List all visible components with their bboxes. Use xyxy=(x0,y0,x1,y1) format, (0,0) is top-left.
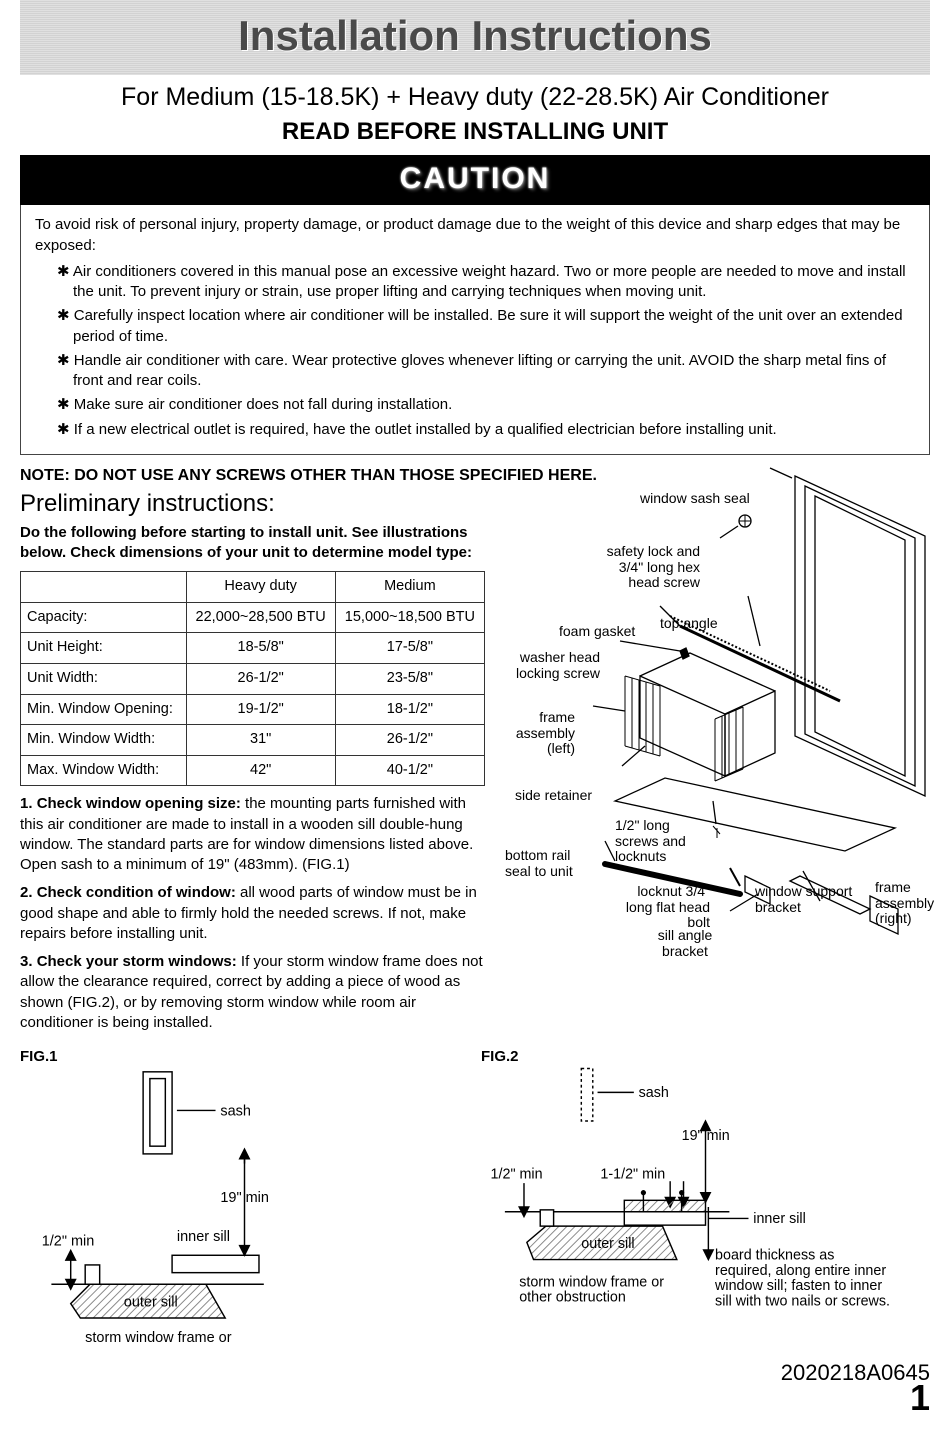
spec-header xyxy=(21,572,187,603)
svg-text:window sill; fasten to inner: window sill; fasten to inner xyxy=(714,1278,882,1294)
fig1-label: FIG.1 xyxy=(20,1047,469,1067)
svg-text:1/2" min: 1/2" min xyxy=(491,1167,543,1183)
page-number: 1 xyxy=(20,1387,930,1409)
caution-item: If a new electrical outlet is required, … xyxy=(57,420,915,440)
spec-cell: 18-1/2" xyxy=(335,694,484,725)
spec-cell: 42" xyxy=(186,755,335,786)
main-diagram-svg xyxy=(520,456,940,996)
spec-cell: Unit Height: xyxy=(21,633,187,664)
svg-text:sash: sash xyxy=(639,1085,669,1101)
preliminary-heading: Preliminary instructions: xyxy=(20,488,485,520)
svg-text:other obstruction: other obstruction xyxy=(519,1290,626,1306)
step-head: Check window opening size: xyxy=(37,795,241,812)
step-num: 2. xyxy=(20,884,33,901)
spec-table: Heavy duty Medium Capacity:22,000~28,500… xyxy=(20,571,485,786)
caution-list: Air conditioners covered in this manual … xyxy=(35,262,915,440)
caution-item: Air conditioners covered in this manual … xyxy=(57,262,915,303)
spec-cell: 26-1/2" xyxy=(335,725,484,756)
spec-cell: Capacity: xyxy=(21,602,187,633)
svg-text:storm window frame or: storm window frame or xyxy=(519,1275,664,1291)
fig1-sash: sash xyxy=(220,1104,251,1120)
svg-text:outer sill: outer sill xyxy=(581,1236,634,1252)
main-diagram: window sash seal safety lock and 3/4" lo… xyxy=(505,486,930,1026)
svg-text:storm window frame or: storm window frame or xyxy=(85,1330,232,1346)
spec-header: Medium xyxy=(335,572,484,603)
svg-text:required, along entire inner: required, along entire inner xyxy=(715,1263,886,1279)
svg-text:inner sill: inner sill xyxy=(177,1229,230,1245)
spec-cell: 17-5/8" xyxy=(335,633,484,664)
fig1-svg: sash 19" min inner sill 1/2" min xyxy=(20,1067,469,1347)
svg-text:outer sill: outer sill xyxy=(124,1295,178,1311)
spec-cell: Min. Window Width: xyxy=(21,725,187,756)
subtitle: For Medium (15-18.5K) + Heavy duty (22-2… xyxy=(20,81,930,115)
caution-box: To avoid risk of personal injury, proper… xyxy=(20,205,930,455)
step-num: 1. xyxy=(20,795,33,812)
spec-cell: 15,000~18,500 BTU xyxy=(335,602,484,633)
svg-text:1/2" min: 1/2" min xyxy=(42,1234,95,1250)
caution-item: Handle air conditioner with care. Wear p… xyxy=(57,351,915,392)
read-before: READ BEFORE INSTALLING UNIT xyxy=(20,116,930,148)
spec-cell: Unit Width: xyxy=(21,664,187,695)
spec-cell: Min. Window Opening: xyxy=(21,694,187,725)
svg-text:sill with two nails or screws.: sill with two nails or screws. xyxy=(715,1294,890,1310)
fig1: FIG.1 sash 1 xyxy=(20,1047,469,1354)
caution-item: Make sure air conditioner does not fall … xyxy=(57,395,915,415)
fig2-label: FIG.2 xyxy=(481,1047,930,1067)
svg-text:board thickness as: board thickness as xyxy=(715,1248,834,1264)
spec-header: Heavy duty xyxy=(186,572,335,603)
part-number: 2020218A0645 xyxy=(20,1358,930,1388)
spec-cell: 23-5/8" xyxy=(335,664,484,695)
step-num: 3. xyxy=(20,953,33,970)
caution-intro: To avoid risk of personal injury, proper… xyxy=(35,215,915,256)
svg-text:inner sill: inner sill xyxy=(753,1211,806,1227)
fig2-svg: sash 19" min 1-1/2" min 1/2" min xyxy=(481,1067,930,1347)
spec-cell: 18-5/8" xyxy=(186,633,335,664)
step-head: Check your storm windows: xyxy=(37,953,237,970)
caution-heading: CAUTION xyxy=(20,155,930,206)
do-following: Do the following before starting to inst… xyxy=(20,523,485,564)
spec-cell: 40-1/2" xyxy=(335,755,484,786)
figures-row: FIG.1 sash 1 xyxy=(20,1047,930,1354)
caution-item: Carefully inspect location where air con… xyxy=(57,306,915,347)
page-title: Installation Instructions xyxy=(20,8,930,65)
spec-cell: 26-1/2" xyxy=(186,664,335,695)
spec-cell: Max. Window Width: xyxy=(21,755,187,786)
spec-cell: 22,000~28,500 BTU xyxy=(186,602,335,633)
spec-cell: 31" xyxy=(186,725,335,756)
svg-text:19" min: 19" min xyxy=(220,1190,269,1206)
spec-cell: 19-1/2" xyxy=(186,694,335,725)
svg-text:19" min: 19" min xyxy=(682,1128,730,1144)
fig2: FIG.2 sash 19" min xyxy=(481,1047,930,1354)
step-head: Check condition of window: xyxy=(37,884,236,901)
steps: 1. Check window opening size: the mounti… xyxy=(20,794,485,1033)
svg-text:1-1/2" min: 1-1/2" min xyxy=(600,1167,665,1183)
title-bar: Installation Instructions xyxy=(20,0,930,75)
